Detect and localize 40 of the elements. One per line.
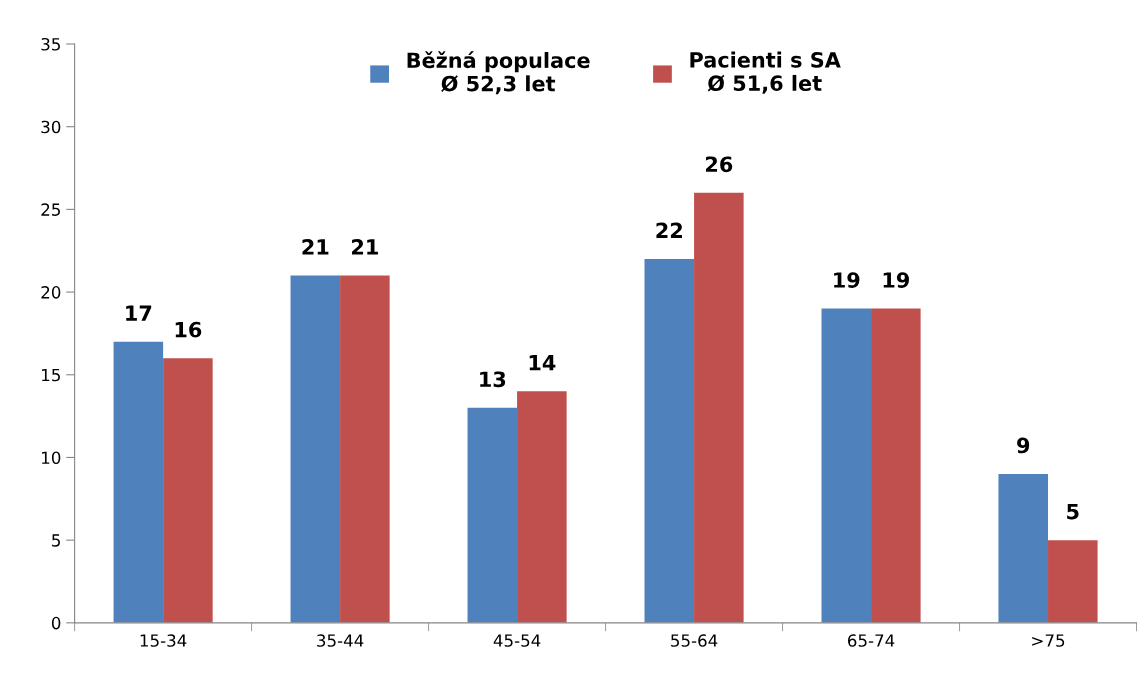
y-tick-label: 20: [41, 286, 61, 299]
x-tick-label: 35-44: [317, 634, 364, 647]
bar: [644, 259, 695, 623]
bar: [340, 275, 390, 623]
y-tick-label: 0: [51, 616, 61, 630]
data-label: 19: [834, 272, 860, 288]
data-label: 19: [883, 272, 909, 288]
data-label: 21: [302, 239, 329, 255]
data-label: 26: [705, 156, 733, 173]
x-tick-label: >75: [1032, 634, 1065, 647]
y-tick-label: 15: [42, 368, 60, 382]
data-label: 21: [352, 239, 378, 255]
y-tick-label: 30: [41, 120, 61, 134]
data-label: 5: [1067, 503, 1079, 520]
data-label: 9: [1017, 437, 1030, 454]
y-tick-label: 35: [41, 37, 60, 51]
legend-label: Pacienti s SA Ø 51,6 let: [690, 51, 841, 94]
data-label: 22: [656, 222, 682, 238]
x-tick-label: 15-34: [140, 634, 187, 647]
bar: [1048, 540, 1098, 623]
x-tick-label: 65-74: [847, 634, 895, 647]
data-label: 13: [480, 371, 506, 388]
data-label: 14: [529, 355, 556, 371]
data-label: 17: [126, 305, 152, 321]
bar: [113, 341, 164, 623]
bar: [821, 308, 872, 623]
y-tick-label: 5: [52, 534, 60, 547]
y-tick-label: 25: [41, 203, 60, 216]
bar: [998, 474, 1049, 623]
bar: [517, 391, 567, 623]
x-tick-label: 45-54: [493, 634, 541, 647]
bar: [467, 407, 518, 623]
x-tick-label: 55-64: [671, 634, 718, 647]
y-tick-label: 10: [42, 451, 61, 465]
legend-label: Běžná populace Ø 52,3 let: [407, 51, 590, 95]
bar: [163, 358, 213, 623]
data-label: 16: [175, 321, 202, 338]
bar: [290, 275, 341, 623]
bar: [871, 308, 921, 623]
bar: [694, 192, 744, 623]
